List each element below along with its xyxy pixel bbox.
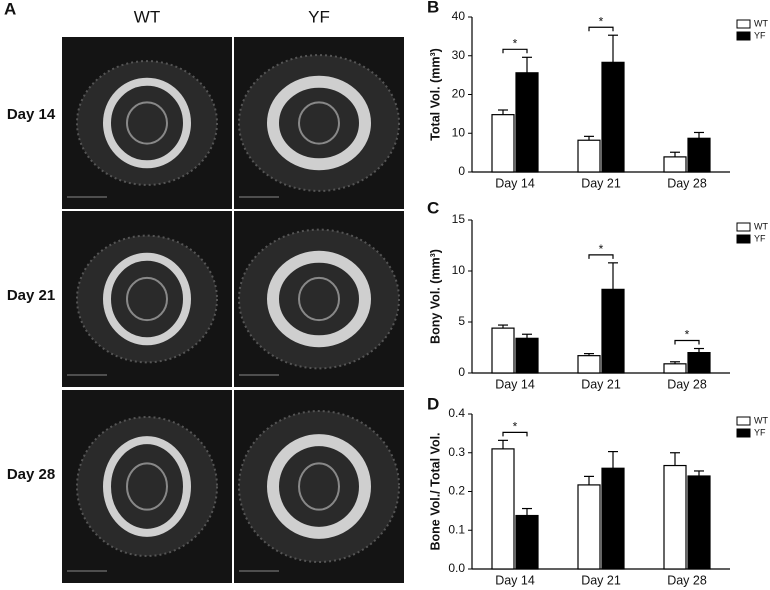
marrow xyxy=(298,462,340,511)
tissue xyxy=(238,228,400,370)
x-tick-label: Day 21 xyxy=(581,377,621,391)
bar xyxy=(663,363,687,374)
x-tick-label: Day 14 xyxy=(495,176,535,190)
legend-label: WT xyxy=(754,18,768,28)
panel-label: B xyxy=(427,0,439,16)
tissue xyxy=(76,416,218,557)
panel-label: C xyxy=(427,198,439,217)
tissue xyxy=(238,54,400,192)
tissue xyxy=(76,60,218,186)
significance-bracket xyxy=(588,254,614,259)
x-tick-label: Day 14 xyxy=(495,573,535,587)
legend-swatch xyxy=(736,416,751,426)
y-axis-label: Total Vol. (mm³) xyxy=(428,48,442,141)
marrow xyxy=(126,462,168,511)
legend-swatch xyxy=(736,234,751,244)
bar xyxy=(515,337,539,374)
x-tick-label: Day 21 xyxy=(581,573,621,587)
legend-label: YF xyxy=(754,233,766,243)
y-tick-label: 0.2 xyxy=(448,484,465,498)
legend-swatch xyxy=(736,428,751,438)
bar xyxy=(601,61,625,173)
bar xyxy=(515,514,539,570)
marrow xyxy=(126,101,168,145)
bar xyxy=(577,484,601,570)
significance-label: * xyxy=(513,36,518,50)
bar xyxy=(491,448,515,570)
significance-bracket xyxy=(502,431,528,437)
bone-ring xyxy=(103,436,191,537)
legend-label: WT xyxy=(754,221,768,231)
bar xyxy=(577,355,601,374)
significance-label: * xyxy=(513,420,518,434)
x-tick-label: Day 28 xyxy=(667,573,707,587)
bone-ring xyxy=(103,77,191,169)
bar xyxy=(687,475,711,570)
y-tick-label: 0.3 xyxy=(448,445,465,459)
bar xyxy=(663,156,687,173)
row-label: Day 14 xyxy=(7,106,56,123)
marrow xyxy=(126,276,168,322)
bar xyxy=(663,464,687,570)
row-label: Day 21 xyxy=(7,287,55,304)
y-tick-label: 0.1 xyxy=(448,522,465,536)
significance-bracket xyxy=(588,26,614,32)
tissue xyxy=(76,234,218,364)
bar xyxy=(491,327,515,374)
y-tick-label: 0.4 xyxy=(448,406,465,420)
x-tick-label: Day 21 xyxy=(581,176,621,190)
panel-label: D xyxy=(427,394,439,413)
legend-swatch xyxy=(736,222,751,232)
significance-bracket xyxy=(502,48,528,54)
y-tick-label: 40 xyxy=(452,9,466,23)
bar xyxy=(687,352,711,374)
legend-label: WT xyxy=(754,415,768,425)
bone-ring xyxy=(103,252,191,346)
y-tick-label: 10 xyxy=(452,125,466,139)
legend-label: YF xyxy=(754,30,766,40)
x-tick-label: Day 28 xyxy=(667,377,707,391)
bone-ring xyxy=(267,434,371,539)
column-header: WT xyxy=(134,7,160,26)
y-tick-label: 10 xyxy=(452,263,466,277)
legend-swatch xyxy=(736,31,751,41)
bar xyxy=(577,139,601,173)
marrow xyxy=(298,101,340,145)
significance-label: * xyxy=(685,328,690,342)
row-label: Day 28 xyxy=(7,466,55,483)
significance-label: * xyxy=(599,242,604,256)
x-tick-label: Day 28 xyxy=(667,176,707,190)
significance-bracket xyxy=(674,339,700,345)
y-tick-label: 0.0 xyxy=(448,561,465,575)
marrow xyxy=(298,276,340,322)
bar xyxy=(515,72,539,173)
y-axis-label: Bony Vol. (mm³) xyxy=(428,249,442,344)
bar xyxy=(601,467,625,570)
y-tick-label: 0 xyxy=(458,164,465,178)
column-header: YF xyxy=(308,7,330,26)
legend-label: YF xyxy=(754,427,766,437)
y-tick-label: 20 xyxy=(452,87,466,101)
legend-swatch xyxy=(736,19,751,29)
bar xyxy=(491,114,515,173)
y-tick-label: 15 xyxy=(452,212,466,226)
bar xyxy=(687,137,711,173)
tissue xyxy=(238,410,400,563)
y-tick-label: 30 xyxy=(452,48,466,62)
bone-ring xyxy=(267,250,371,348)
significance-label: * xyxy=(599,14,604,28)
bone-ring xyxy=(267,75,371,171)
y-tick-label: 5 xyxy=(458,314,465,328)
bar xyxy=(601,288,625,374)
y-axis-label: Bone Vol./ Total Vol. xyxy=(428,432,442,550)
y-tick-label: 0 xyxy=(458,365,465,379)
x-tick-label: Day 14 xyxy=(495,377,535,391)
panel-label: A xyxy=(4,0,16,18)
